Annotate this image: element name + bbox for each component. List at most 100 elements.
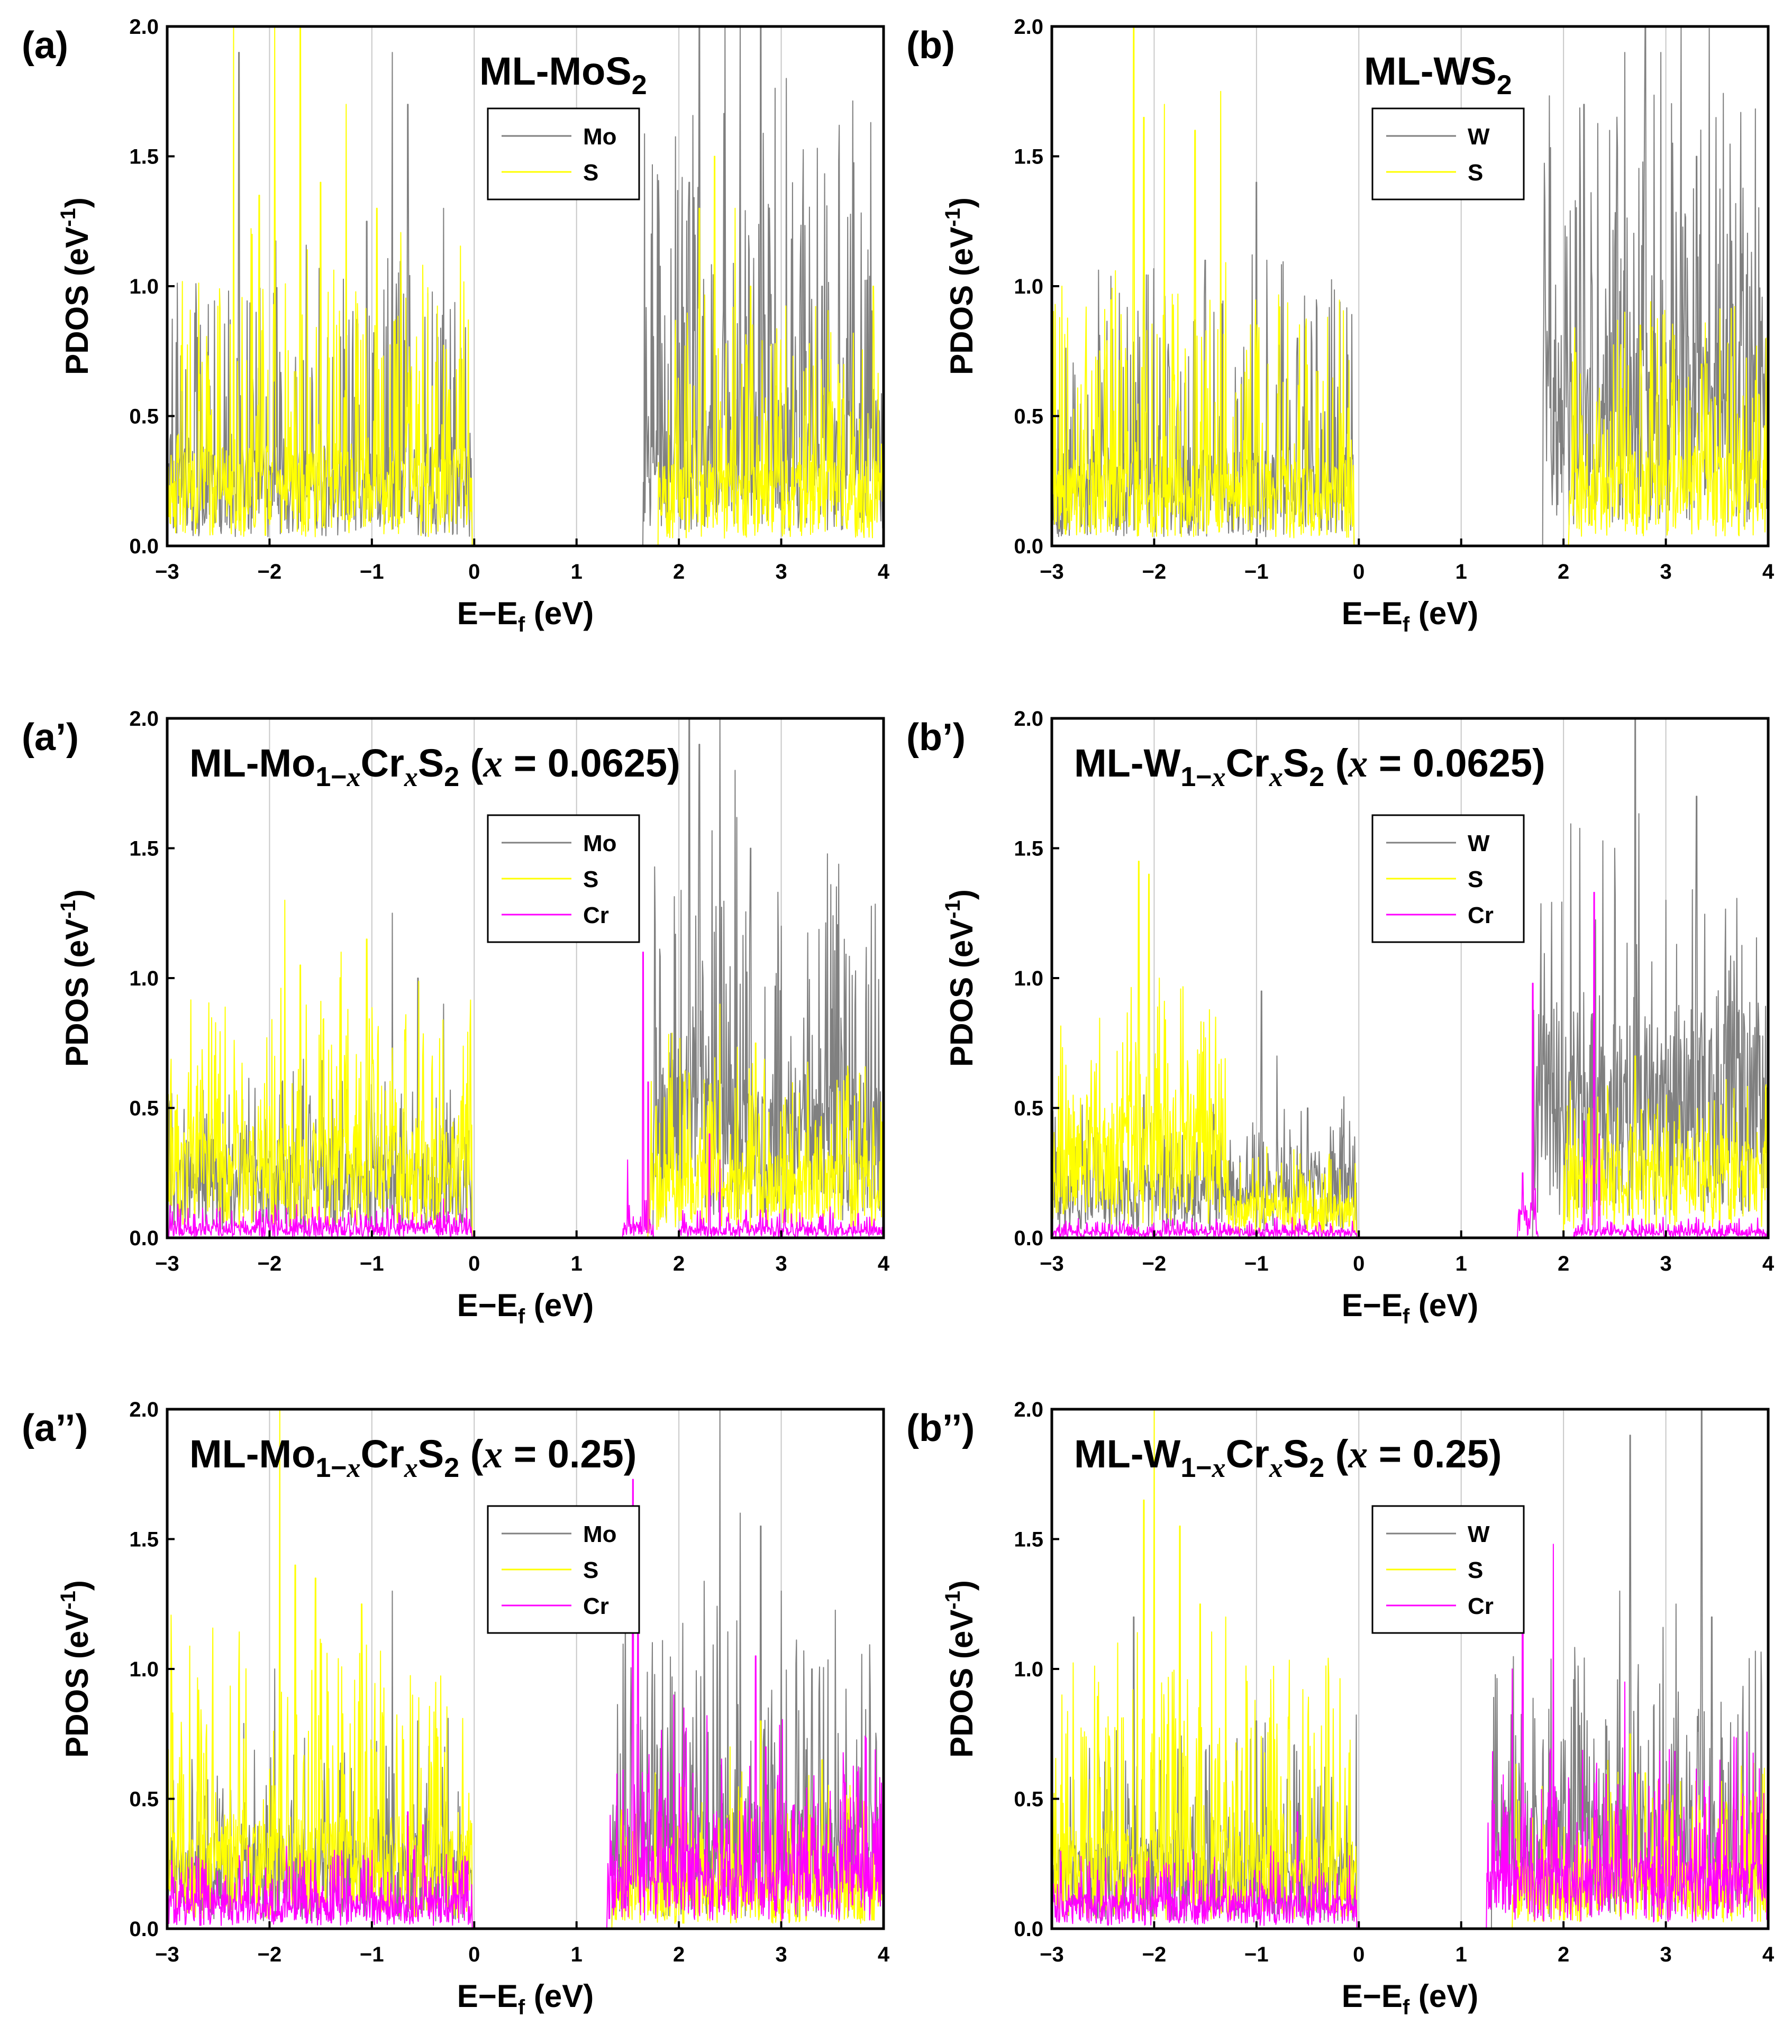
- y-axis-title-part: ): [944, 197, 979, 208]
- y-axis-title-part: PDOS (eV: [944, 919, 979, 1067]
- legend-label-w: W: [1468, 124, 1490, 150]
- y-axis-title-part: -1: [57, 1591, 80, 1610]
- x-tick-label: −1: [360, 560, 384, 583]
- chart-title-part: Cr: [1226, 741, 1269, 785]
- plot-area: [1052, 718, 1768, 1238]
- y-tick-label: 1.5: [129, 837, 159, 861]
- y-axis-title: PDOS (eV-1): [941, 1580, 979, 1758]
- x-tick-label: 3: [1660, 1252, 1671, 1275]
- chart-title-part: 1−: [315, 1453, 347, 1483]
- plot-area: [167, 718, 884, 1238]
- chart-title-part: ML-Mo: [189, 741, 315, 785]
- chart-title-part: x: [1269, 762, 1283, 792]
- x-tick-label: 0: [1353, 1943, 1365, 1966]
- x-tick-label: 4: [1762, 1252, 1775, 1275]
- y-tick-label: 2.0: [129, 15, 159, 39]
- y-axis-title: PDOS (eV-1): [941, 889, 979, 1067]
- legend-label-s: S: [1468, 1557, 1483, 1583]
- chart-title-part: ML-WS: [1364, 49, 1497, 93]
- x-tick-label: −3: [1040, 1943, 1064, 1966]
- legend: Mo S Cr: [487, 814, 640, 943]
- legend-label-s: S: [583, 866, 598, 892]
- legend-label-w: W: [1468, 1521, 1490, 1547]
- x-axis-title: E−Ef (eV): [457, 1288, 594, 1328]
- panel-label: (b’’): [906, 1407, 975, 1449]
- x-tick-label: 1: [1456, 1252, 1467, 1275]
- chart-panel-a: −3 −2 −1 0 1 2 3 4 0.0 0.5 1.0 1.5 2.0 E−Ef (eV) PDOS …: [22, 15, 890, 636]
- panel-label: (a’’): [22, 1407, 88, 1449]
- y-tick-label: 1.0: [129, 1658, 159, 1681]
- chart-title-part: (: [1324, 1432, 1349, 1476]
- y-tick-label: 0.0: [129, 535, 159, 558]
- chart-title-part: ML-Mo: [189, 1432, 315, 1476]
- legend-label-mo: Mo: [583, 124, 617, 150]
- y-tick-label: 0.5: [129, 405, 159, 428]
- panel-label: (a): [22, 24, 68, 67]
- chart-title-part: 2: [1497, 70, 1512, 101]
- x-tick-label: −2: [1142, 1252, 1167, 1275]
- x-axis-title-part: (eV): [1409, 596, 1478, 631]
- x-axis-title-part: E−E: [457, 596, 518, 631]
- x-axis-title-part: E−E: [1342, 596, 1403, 631]
- x-tick-label: 3: [775, 1252, 787, 1275]
- y-axis-title-part: ): [59, 197, 95, 208]
- y-tick-label: 0.0: [1014, 535, 1043, 558]
- y-axis-title-part: -1: [941, 208, 965, 227]
- plot-area: [1052, 26, 1768, 546]
- x-tick-label: 0: [1353, 1252, 1365, 1275]
- chart-title-part: Cr: [361, 741, 404, 785]
- x-tick-label: −1: [1244, 1943, 1269, 1966]
- y-tick-label: 0.5: [1014, 405, 1043, 428]
- y-axis-title-part: -1: [941, 900, 965, 919]
- chart-title-part: S: [418, 741, 444, 785]
- y-tick-label: 0.0: [129, 1227, 159, 1250]
- chart-title-part: (: [459, 741, 484, 785]
- chart-title-part: x: [1348, 742, 1368, 786]
- chart-title-part: x: [404, 1453, 418, 1483]
- legend: WS: [1371, 107, 1525, 200]
- y-axis-title-part: ): [59, 1580, 95, 1591]
- y-axis-title: PDOS (eV-1): [57, 1580, 95, 1758]
- x-tick-label: 1: [571, 1943, 583, 1966]
- x-tick-label: −3: [1040, 560, 1064, 583]
- y-tick-label: 0.5: [1014, 1097, 1043, 1120]
- y-axis-title: PDOS (eV-1): [57, 197, 95, 375]
- x-axis-title-part: f: [518, 1305, 525, 1328]
- y-tick-label: 0.5: [129, 1788, 159, 1811]
- legend-label-cr: Cr: [1468, 1593, 1494, 1619]
- x-axis-title-part: (eV): [1409, 1288, 1478, 1323]
- x-axis-title-part: E−E: [1342, 1978, 1403, 2014]
- chart-title: ML-WS2: [1364, 49, 1512, 101]
- x-axis-title-part: f: [518, 1996, 525, 2019]
- chart-title-part: x: [347, 1453, 361, 1483]
- chart-title-part: x: [1348, 1433, 1368, 1476]
- chart-title-part: ML-W: [1074, 1432, 1180, 1476]
- y-axis-title-part: PDOS (eV: [59, 1610, 95, 1758]
- y-tick-label: 1.5: [129, 1528, 159, 1552]
- y-tick-label: 2.0: [129, 1398, 159, 1421]
- x-axis-title-part: f: [1403, 613, 1410, 636]
- x-tick-label: 1: [1456, 1943, 1467, 1966]
- legend-label-mo: Mo: [583, 831, 617, 856]
- x-axis-title-part: E−E: [457, 1978, 518, 2014]
- chart-title-part: = 0.25): [503, 1432, 636, 1476]
- x-tick-label: 2: [1558, 1943, 1569, 1966]
- chart-panel-b1: −3 −2 −1 0 1 2 3 4 0.0 0.5 1.0 1.5 2.0 E−Ef (eV) PDOS …: [906, 707, 1775, 1328]
- x-tick-label: 2: [673, 560, 685, 583]
- x-axis-title: E−Ef (eV): [1342, 1978, 1478, 2019]
- x-tick-label: 1: [571, 1252, 583, 1275]
- chart-title-part: x: [404, 762, 418, 792]
- y-tick-label: 2.0: [1014, 1398, 1043, 1421]
- x-axis-title-part: f: [518, 613, 525, 636]
- x-axis-title-part: E−E: [457, 1288, 518, 1323]
- chart-title-part: ML-W: [1074, 741, 1180, 785]
- x-axis-title-part: (eV): [525, 1288, 594, 1323]
- chart-title: ML-Mo1−xCrxS2 (x = 0.25): [189, 1432, 636, 1483]
- chart-title-part: 2: [444, 762, 459, 792]
- legend-label-cr: Cr: [583, 902, 609, 928]
- y-tick-label: 1.0: [129, 275, 159, 298]
- x-tick-label: 3: [775, 1943, 787, 1966]
- x-tick-label: 0: [468, 1252, 480, 1275]
- legend-label-s: S: [583, 160, 598, 186]
